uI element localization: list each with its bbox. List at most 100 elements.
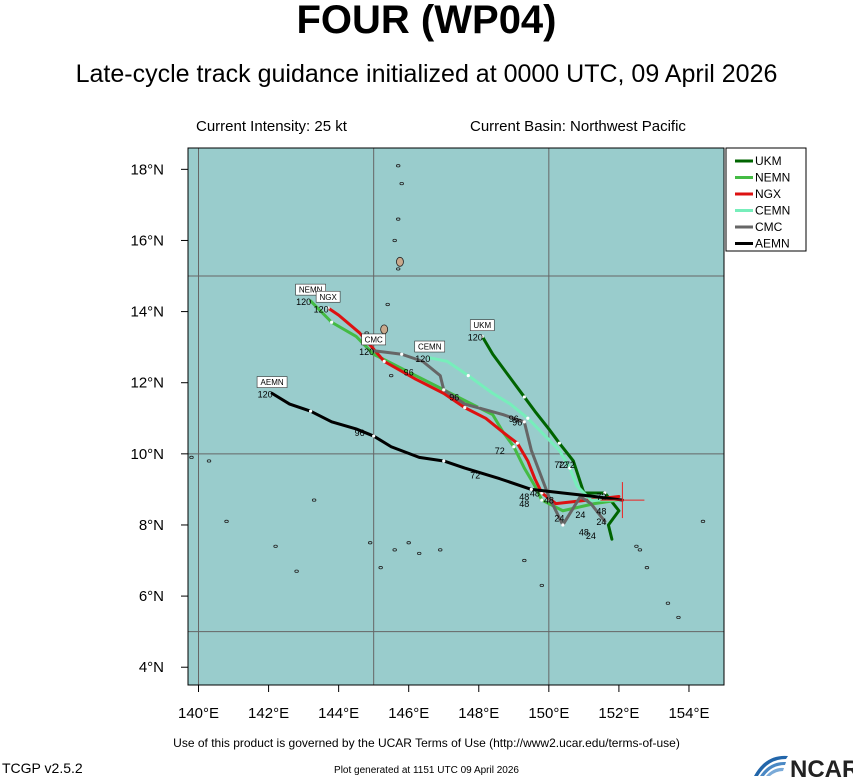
ncar-logo-text: NCAR — [790, 756, 853, 780]
legend-entry: NGX — [755, 187, 781, 201]
y-tick-label: 6°N — [139, 588, 164, 605]
x-tick-label: 144°E — [318, 705, 359, 722]
model-tracks — [270, 299, 624, 541]
track-label-name: UKM — [473, 321, 491, 330]
track-point — [603, 491, 607, 495]
map-frame — [187, 147, 725, 686]
island — [378, 566, 383, 570]
track-label-hour: 120 — [258, 390, 273, 400]
forecast-hour-label: 96 — [449, 392, 459, 402]
forecast-hour-label: 72 — [565, 460, 575, 470]
island — [206, 459, 212, 463]
track-label-hour: 120 — [468, 333, 483, 343]
track-label-hour: 120 — [415, 354, 430, 364]
forecast-hour-label: 24 — [554, 513, 564, 523]
track-label-name: AEMN — [261, 378, 284, 387]
track-point — [330, 320, 334, 324]
forecast-hour-label: 24 — [575, 510, 585, 520]
current-basin: Current Basin: Northwest Pacific — [470, 118, 686, 135]
island — [395, 164, 401, 168]
y-tick-label: 12°N — [130, 375, 164, 392]
island — [392, 548, 397, 552]
track-cemn — [428, 356, 621, 502]
forecast-hour-label: 72 — [596, 492, 606, 502]
track-point — [372, 434, 376, 438]
page-title: FOUR (WP04) — [296, 0, 557, 42]
legend-entry: UKM — [755, 154, 782, 168]
forecast-hour-label: 48 — [544, 496, 554, 506]
track-label-name: NGX — [319, 293, 337, 302]
track-point — [309, 409, 313, 413]
x-tick-label: 146°E — [388, 705, 429, 722]
x-tick-label: 154°E — [668, 705, 709, 722]
island — [311, 498, 317, 502]
y-tick-label: 8°N — [139, 517, 164, 534]
current-position-marker — [600, 482, 645, 519]
track-label-box — [315, 290, 341, 303]
page-subtitle: Late-cycle track guidance initialized at… — [75, 60, 778, 88]
legend-entry: NEMN — [755, 171, 790, 185]
island — [637, 548, 643, 552]
island — [438, 548, 443, 552]
x-tick-label: 150°E — [528, 705, 569, 722]
track-label-hour: 120 — [296, 297, 311, 307]
island — [367, 541, 373, 545]
island — [388, 374, 394, 378]
island — [417, 551, 422, 556]
track-nemn — [309, 299, 621, 513]
ncar-logo: NCAR — [754, 755, 853, 780]
island — [395, 267, 401, 271]
legend-entry: CEMN — [755, 204, 790, 218]
island — [380, 324, 389, 335]
islands — [189, 164, 706, 620]
island — [676, 615, 681, 620]
y-tick-label: 4°N — [139, 659, 164, 676]
forecast-hour-label: 72 — [554, 460, 564, 470]
x-tick-label: 140°E — [178, 705, 219, 722]
track-point — [463, 406, 467, 410]
x-tick-label: 152°E — [598, 705, 639, 722]
island — [392, 238, 397, 243]
y-tick-label: 18°N — [130, 161, 164, 178]
track-point — [526, 416, 530, 420]
track-point — [400, 352, 404, 356]
forecast-hour-label: 24 — [596, 517, 606, 527]
forecast-hour-label: 96 — [404, 368, 414, 378]
track-label-hour: 120 — [314, 304, 329, 314]
x-tick-label: 142°E — [248, 705, 289, 722]
y-tick-label: 14°N — [130, 304, 164, 321]
forecast-hour-label: 48 — [530, 489, 540, 499]
track-label-hour: 120 — [359, 347, 374, 357]
track-point — [568, 466, 572, 470]
track-label-box — [256, 376, 288, 388]
forecast-hour-label: 96 — [512, 417, 522, 427]
forecast-hour-label: 72 — [470, 471, 480, 481]
forecast-hour-label: 72 — [495, 446, 505, 456]
legend-box — [725, 147, 807, 252]
track-point — [540, 498, 544, 502]
track-label-box — [295, 283, 326, 296]
track-point — [561, 523, 565, 527]
map-axes: 140°E 142°E 144°E 146°E 148°E 150°E 152°E 154°E… — [130, 161, 709, 722]
y-tick-label: 16°N — [130, 232, 164, 249]
terms-of-use: Use of this product is governed by the U… — [173, 736, 680, 750]
island — [395, 217, 401, 221]
track-point — [382, 359, 386, 363]
forecast-hour-label: 96 — [509, 414, 519, 424]
track-aemn — [270, 391, 624, 502]
legend-entry: CMC — [755, 220, 783, 234]
track-label-box — [414, 340, 446, 353]
island — [644, 566, 650, 570]
track-point — [557, 441, 561, 445]
forecast-hour-label: 48 — [519, 492, 529, 502]
track-cmc — [372, 349, 607, 527]
version-label: TCGP v2.5.2 — [2, 760, 83, 776]
forecast-hour-label: 24 — [586, 531, 596, 541]
track-label-box — [469, 319, 495, 332]
generated-time: Plot generated at 1151 UTC 09 April 2026 — [334, 765, 519, 776]
island — [294, 569, 299, 573]
island — [634, 544, 639, 548]
current-intensity: Current Intensity: 25 kt — [196, 118, 347, 135]
track-point — [515, 441, 519, 445]
